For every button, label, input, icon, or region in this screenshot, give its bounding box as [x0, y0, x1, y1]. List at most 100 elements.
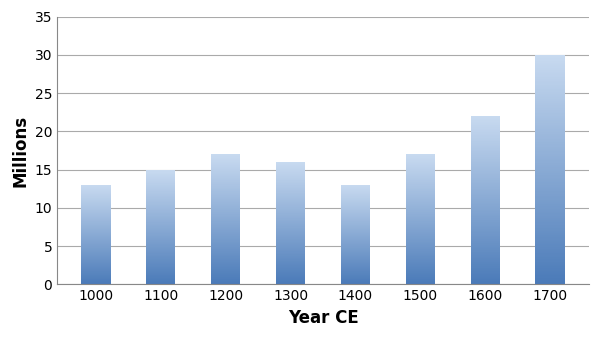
Bar [406, 177, 435, 178]
Bar [146, 190, 175, 191]
Bar [211, 201, 241, 202]
Bar [535, 258, 565, 259]
Bar [406, 264, 435, 265]
Bar [82, 204, 110, 205]
Bar [341, 271, 370, 272]
Bar [276, 168, 305, 169]
Bar [470, 119, 500, 120]
Bar [211, 175, 241, 176]
Bar [146, 234, 175, 235]
Bar [211, 190, 241, 191]
Bar [211, 241, 241, 242]
Bar [341, 209, 370, 210]
Bar [276, 232, 305, 233]
Bar [82, 214, 110, 215]
Bar [406, 183, 435, 184]
Bar [276, 195, 305, 196]
Bar [406, 228, 435, 229]
Bar [276, 173, 305, 174]
Bar [535, 164, 565, 165]
Bar [470, 121, 500, 122]
Bar [470, 196, 500, 197]
Bar [406, 274, 435, 275]
Bar [276, 202, 305, 203]
Bar [535, 150, 565, 151]
Bar [406, 163, 435, 164]
Bar [470, 222, 500, 223]
Bar [146, 280, 175, 281]
Bar [211, 277, 241, 278]
Bar [276, 184, 305, 185]
Bar [341, 262, 370, 263]
Bar [535, 142, 565, 143]
Bar [406, 254, 435, 255]
Bar [535, 197, 565, 198]
Bar [82, 220, 110, 221]
Bar [82, 227, 110, 228]
Bar [276, 261, 305, 262]
Bar [535, 259, 565, 260]
Bar [535, 63, 565, 64]
Bar [535, 209, 565, 210]
Bar [341, 220, 370, 221]
Bar [341, 185, 370, 186]
Bar [406, 156, 435, 157]
Bar [211, 278, 241, 279]
Bar [211, 179, 241, 180]
Bar [211, 220, 241, 221]
Bar [535, 139, 565, 140]
Bar [82, 221, 110, 222]
Bar [470, 283, 500, 284]
Bar [535, 202, 565, 203]
Bar [470, 265, 500, 266]
Bar [470, 166, 500, 167]
Bar [276, 200, 305, 201]
Bar [211, 200, 241, 201]
Bar [211, 248, 241, 249]
Bar [146, 256, 175, 257]
Bar [211, 215, 241, 216]
Bar [146, 243, 175, 244]
Bar [211, 263, 241, 264]
Bar [535, 174, 565, 175]
Bar [535, 96, 565, 97]
Bar [82, 249, 110, 250]
Bar [406, 279, 435, 280]
Bar [146, 268, 175, 269]
Bar [341, 238, 370, 239]
Bar [406, 205, 435, 206]
Bar [535, 85, 565, 86]
Bar [146, 232, 175, 233]
Bar [406, 168, 435, 169]
Bar [341, 283, 370, 284]
Bar [211, 169, 241, 170]
Bar [82, 251, 110, 252]
Bar [470, 218, 500, 219]
Bar [406, 194, 435, 195]
Bar [406, 227, 435, 228]
Bar [82, 238, 110, 239]
Bar [146, 238, 175, 239]
Bar [341, 190, 370, 191]
Bar [470, 160, 500, 161]
Bar [82, 284, 110, 285]
Bar [470, 215, 500, 216]
Bar [406, 175, 435, 176]
Bar [341, 215, 370, 216]
Bar [211, 253, 241, 254]
Bar [211, 167, 241, 168]
Bar [535, 121, 565, 123]
Bar [276, 266, 305, 267]
Bar [146, 251, 175, 252]
Bar [82, 202, 110, 203]
Bar [535, 55, 565, 56]
Bar [146, 206, 175, 207]
Bar [341, 201, 370, 202]
Bar [146, 214, 175, 215]
Bar [406, 222, 435, 223]
Bar [211, 185, 241, 186]
Bar [406, 210, 435, 211]
Bar [535, 167, 565, 169]
Bar [341, 252, 370, 253]
Bar [535, 116, 565, 117]
